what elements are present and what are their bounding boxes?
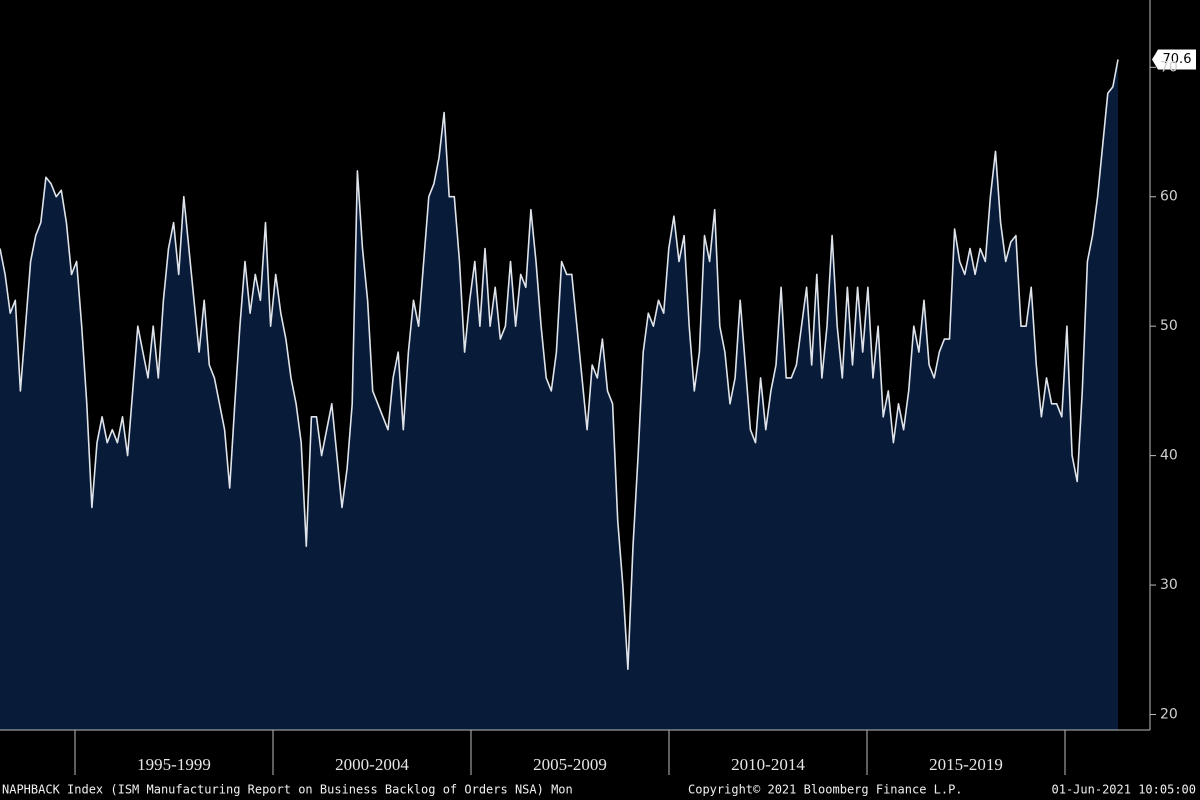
period-label: 1995-1999 xyxy=(137,755,211,774)
footer-copyright: Copyright© 2021 Bloomberg Finance L.P. xyxy=(688,783,963,797)
period-label: 2005-2009 xyxy=(533,755,607,774)
y-tick-label: 40 xyxy=(1160,448,1178,464)
axes: 70.6 20 30 40 50 60 70 1995-1999 2000-2004 2005-2… xyxy=(74,49,1196,775)
footer-source: NAPHBACK Index (ISM Manufacturing Report… xyxy=(2,783,573,797)
period-label: 2015-2019 xyxy=(929,755,1003,774)
series-line xyxy=(0,59,1119,670)
plot-area xyxy=(0,59,1119,730)
last-value-tag xyxy=(1152,49,1196,70)
y-tick-label: 60 xyxy=(1160,189,1178,205)
area-fill xyxy=(0,59,1118,730)
y-tick-label: 70 xyxy=(1160,59,1178,75)
y-tick-label: 50 xyxy=(1160,318,1178,334)
period-label: 2000-2004 xyxy=(335,755,409,774)
last-value-label: 70.6 xyxy=(1163,52,1192,67)
period-label: 2010-2014 xyxy=(731,755,805,774)
y-tick-label: 30 xyxy=(1160,577,1178,593)
y-tick-label: 20 xyxy=(1160,706,1178,722)
footer-timestamp: 01-Jun-2021 10:05:00 xyxy=(1052,783,1197,797)
